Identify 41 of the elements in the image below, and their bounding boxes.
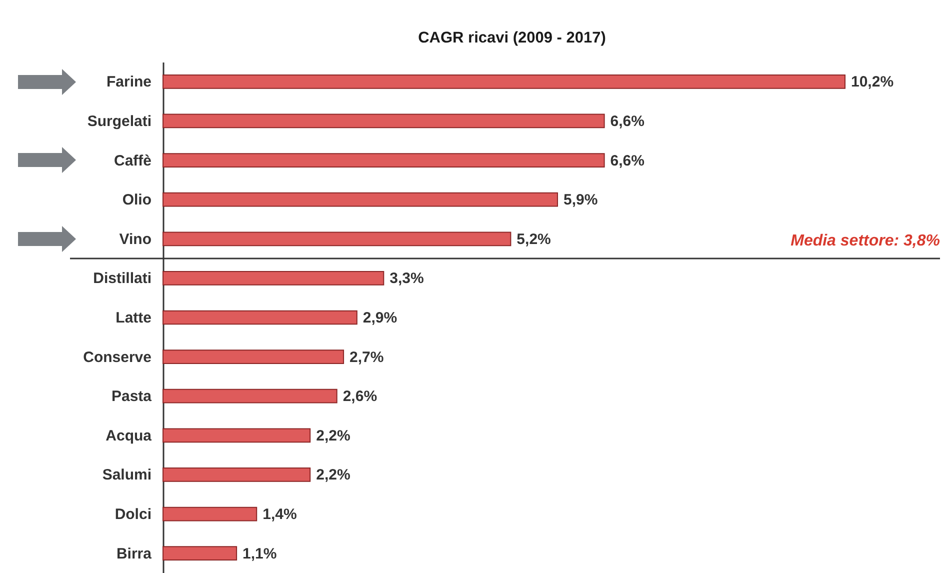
y-tick-label: Dolci [114,506,152,524]
y-tick-label: Conserve [83,348,152,366]
bar [162,388,338,404]
ref-line-label: Media settore: 3,8% [790,232,940,250]
y-tick-label: Caffè [114,152,152,170]
data-label: 3,3% [390,270,424,288]
bar [162,271,384,286]
bar [162,468,311,482]
chart-title: CAGR ricavi (2009 - 2017) [418,30,606,46]
y-tick-label: Salumi [102,466,152,484]
bar [162,232,512,246]
bar [162,114,605,128]
bar [162,506,258,522]
y-tick-label: Distillati [93,270,152,288]
data-label: 2,9% [362,310,398,326]
data-label: 2,7% [350,348,384,366]
bar [162,350,344,364]
data-label: 6,6% [610,112,644,130]
data-label: 10,2% [851,74,894,91]
bar [162,74,846,89]
y-tick-label: Latte [116,310,152,326]
y-tick-label: Vino [119,230,152,248]
data-label: 1,1% [242,545,277,562]
y-tick-label: Surgelati [87,112,152,130]
data-label: 6,6% [610,152,644,170]
bar [162,192,558,207]
bar [162,546,238,561]
data-label: 2,6% [342,388,378,406]
data-label: 5,9% [563,192,598,209]
y-tick-label: Birra [116,545,152,562]
data-label: 2,2% [316,466,350,484]
y-tick-label: Farine [106,74,152,91]
bar [162,428,311,443]
data-label: 2,2% [316,427,350,444]
data-label: 1,4% [262,506,297,524]
data-label: 5,2% [516,230,551,248]
y-tick-label: Olio [122,192,152,209]
bar [162,153,605,168]
y-tick-label: Pasta [111,388,152,406]
y-tick-label: Acqua [106,427,152,444]
bar [162,310,358,325]
